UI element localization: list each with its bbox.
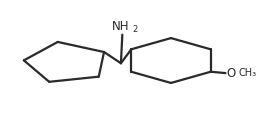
Text: O: O [227,67,236,80]
Text: NH: NH [112,20,130,33]
Text: 2: 2 [133,25,138,34]
Text: CH₃: CH₃ [239,68,257,78]
